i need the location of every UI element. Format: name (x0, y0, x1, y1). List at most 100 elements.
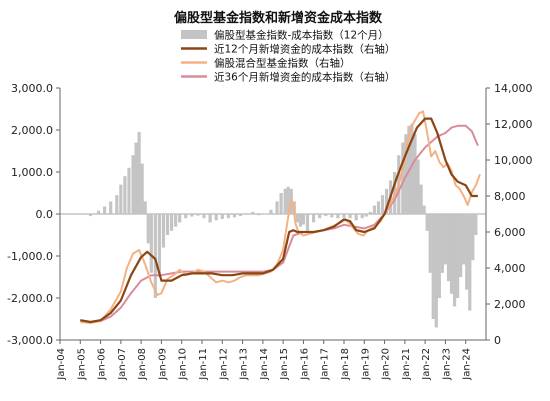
x-tick-label: Jan-19 (360, 348, 371, 381)
bar (220, 214, 224, 220)
bar (305, 214, 310, 231)
x-tick-label: Jan-05 (76, 348, 87, 381)
bar (419, 184, 423, 214)
x-tick-label: Jan-04 (56, 348, 67, 381)
y-right-tick-label: 14,000 (494, 82, 533, 95)
bar (311, 214, 316, 223)
y-right-tick-label: 6,000 (494, 226, 526, 239)
bar (80, 214, 84, 215)
y-left-tick-label: -2,000.0 (7, 292, 53, 305)
bar (153, 214, 157, 298)
bar (360, 214, 364, 219)
bar (208, 214, 212, 223)
bar (330, 214, 334, 218)
bar (452, 214, 457, 307)
y-left-tick-label: 3,000.0 (11, 82, 53, 95)
bar (298, 214, 302, 227)
bar (449, 214, 454, 294)
bar (431, 214, 435, 319)
axes: 3,000.0 2,000.0 1,000.0 0.0 -1,000.0 -2,000.0… (7, 82, 532, 381)
x-tick-label: Jan-21 (401, 348, 412, 381)
x-tick-label: Jan-13 (239, 348, 250, 381)
bar (428, 214, 432, 273)
x-tick-label: Jan-11 (198, 348, 209, 381)
bar (257, 214, 261, 216)
bar (404, 134, 408, 214)
bar (474, 214, 478, 235)
bar (368, 211, 372, 214)
bar (416, 159, 420, 214)
x-tick-label: Jan-12 (218, 348, 229, 381)
x-tick-label: Jan-09 (157, 348, 168, 381)
line-series (80, 110, 481, 324)
bar (354, 214, 358, 221)
bar (301, 214, 306, 225)
bar (178, 214, 182, 223)
bar (251, 211, 255, 214)
bar (324, 214, 328, 217)
bar (295, 214, 299, 223)
bar (196, 214, 200, 216)
bar (437, 214, 441, 298)
bar (364, 214, 368, 217)
bar (161, 214, 166, 248)
bar (109, 201, 113, 214)
bar (263, 214, 267, 215)
bar (446, 214, 451, 282)
bar (115, 195, 119, 214)
bar (471, 214, 475, 261)
bar (127, 167, 131, 214)
y-right-tick-label: 10,000 (494, 154, 533, 167)
bar (380, 195, 385, 214)
series-line (80, 124, 479, 323)
y-right-tick-label: 0 (494, 334, 501, 347)
bar (376, 201, 381, 214)
chart-title: 偏股型基金指数和新增资金成本指数 (174, 10, 383, 26)
y-right-tick-label: 2,000 (494, 298, 526, 311)
x-tick-label: Jan-23 (441, 348, 452, 381)
x-tick-label: Jan-07 (117, 348, 128, 381)
bar (459, 214, 463, 277)
legend-label: 近36个月新增资金的成本指数（右轴） (214, 71, 395, 84)
bar (401, 142, 405, 214)
bar (140, 163, 144, 214)
x-tick-label: Jan-10 (178, 348, 189, 381)
y-left-tick-label: 0.0 (36, 208, 54, 221)
legend: 偏股型基金指数-成本指数（12个月）近12个月新增资金的成本指数（右轴）偏股混合… (181, 29, 395, 84)
bar (342, 214, 346, 218)
bar (275, 201, 279, 214)
x-tick-label: Jan-24 (462, 348, 473, 381)
bar (184, 214, 188, 219)
bar (465, 214, 469, 290)
bar (440, 214, 444, 273)
bar (410, 123, 414, 214)
y-left-tick-label: 2,000.0 (11, 124, 53, 137)
bar (238, 214, 243, 217)
bar (202, 214, 206, 219)
x-tick-label: Jan-16 (299, 348, 310, 381)
bar (214, 214, 218, 221)
legend-label: 偏股混合型基金指数（右轴） (214, 57, 351, 70)
y-left-tick-label: -1,000.0 (7, 250, 53, 263)
bar (468, 214, 472, 311)
bar (96, 210, 101, 214)
bar (348, 214, 352, 219)
bar (434, 214, 438, 328)
x-tick-label: Jan-15 (279, 348, 290, 381)
bar (146, 214, 150, 244)
bar (425, 214, 429, 231)
x-tick-label: Jan-20 (381, 348, 392, 381)
y-right-tick-label: 8,000 (494, 190, 526, 203)
legend-label: 偏股型基金指数-成本指数（12个月） (214, 29, 389, 42)
bar (190, 214, 194, 217)
bar (103, 206, 107, 214)
bar (385, 188, 389, 214)
bar (372, 205, 377, 214)
bar (88, 214, 93, 217)
y-left-tick-label: 1,000.0 (11, 166, 53, 179)
x-tick-label: Jan-08 (137, 348, 148, 381)
bar (174, 214, 178, 227)
bar (318, 214, 322, 219)
